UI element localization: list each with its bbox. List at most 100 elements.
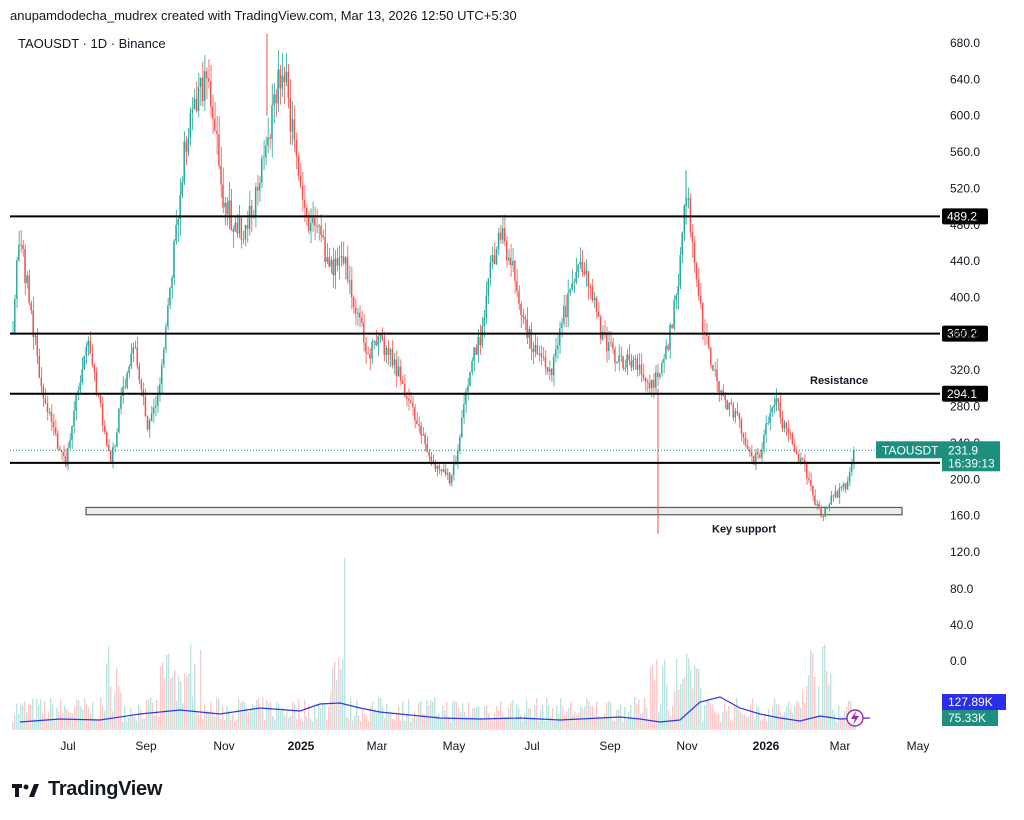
candle-body: [93, 365, 96, 373]
volume-bar: [206, 710, 208, 730]
volume-bar: [602, 718, 604, 730]
volume-bar: [144, 718, 146, 730]
candle-body: [195, 98, 198, 112]
candle-body: [546, 367, 549, 372]
candle-body: [499, 232, 502, 240]
volume-bar: [760, 720, 762, 730]
volume-bar: [844, 710, 846, 730]
candle-body: [165, 326, 167, 349]
candle-body: [305, 207, 308, 217]
candle-body: [716, 369, 718, 382]
volume-bar: [12, 721, 14, 730]
volume-bar: [300, 718, 302, 730]
candle-body: [69, 440, 71, 448]
symbol-info[interactable]: TAOUSDT · 1D · Binance: [18, 36, 166, 51]
volume-bar: [746, 717, 748, 730]
candle-body: [575, 272, 577, 282]
candle-body: [589, 286, 592, 288]
volume-bar: [76, 699, 78, 730]
volume-bar: [134, 716, 136, 730]
candle-body: [226, 202, 228, 215]
volume-bar: [148, 699, 150, 730]
price-tick-label: 160.0: [950, 509, 980, 523]
volume-bar: [194, 663, 196, 730]
volume-bar: [398, 706, 400, 730]
volume-bar: [524, 714, 526, 730]
candle-body: [446, 472, 449, 475]
volume-bar: [596, 700, 598, 730]
candle-body: [699, 295, 702, 304]
volume-bar: [564, 715, 566, 730]
volume-bar: [830, 673, 832, 730]
volume-bar: [736, 697, 738, 730]
candle-body: [830, 495, 832, 505]
candle-body: [538, 353, 541, 355]
candle-body: [748, 449, 751, 452]
candle-body: [242, 239, 245, 241]
volume-bar: [190, 644, 192, 730]
volume-bar: [690, 670, 692, 730]
candle-body: [238, 217, 240, 234]
candle-body: [632, 359, 634, 368]
volume-bar: [434, 697, 436, 730]
volume-bar: [506, 717, 508, 730]
volume-bar: [358, 715, 360, 730]
volume-bar: [718, 714, 720, 730]
candle-body: [232, 229, 234, 232]
volume-bar: [440, 717, 442, 730]
volume-bar: [820, 716, 822, 730]
volume-bar: [196, 712, 198, 730]
candle-body: [367, 352, 369, 355]
candle-body: [542, 356, 545, 358]
candle-body: [487, 278, 490, 296]
candle-body: [279, 69, 281, 89]
candle-body: [581, 261, 583, 273]
volume-tick-label: 0.0: [950, 654, 967, 668]
candle-body: [738, 413, 741, 420]
volume-bar: [48, 711, 50, 730]
volume-bar: [328, 706, 330, 730]
volume-bar: [288, 717, 290, 730]
candle-body: [534, 344, 536, 353]
candle-body: [34, 335, 36, 338]
volume-bar: [176, 700, 178, 730]
candle-body: [146, 416, 149, 430]
candle-body: [518, 291, 520, 304]
volume-bar: [120, 692, 122, 730]
candle-body: [693, 242, 696, 264]
candle-body: [763, 434, 765, 449]
volume-bar: [734, 705, 736, 730]
volume-bar: [724, 701, 726, 730]
chart-area[interactable]: 489.2360.2294.1218.0680.0640.0600.0560.0…: [0, 0, 1024, 770]
candle-body: [354, 307, 357, 314]
volume-bar: [534, 704, 536, 730]
volume-bar: [430, 700, 432, 730]
candle-body: [140, 380, 143, 390]
volume-bar: [570, 700, 572, 730]
volume-bar: [406, 714, 408, 730]
volume-bar: [548, 705, 550, 730]
volume-bar: [394, 720, 396, 730]
footer-brand[interactable]: TradingView: [12, 778, 162, 801]
candle-body: [187, 138, 189, 152]
candle-body: [793, 444, 796, 452]
price-chart[interactable]: 489.2360.2294.1218.0680.0640.0600.0560.0…: [0, 0, 1024, 770]
volume-bar: [648, 719, 650, 730]
candle-body: [669, 324, 671, 350]
volume-bar: [118, 685, 120, 730]
volume-bar: [274, 719, 276, 730]
candle-body: [420, 425, 422, 436]
volume-bar: [624, 706, 626, 730]
candle-body: [614, 348, 616, 363]
candle-body: [708, 336, 710, 349]
candle-body: [618, 355, 620, 362]
price-tick-label: 640.0: [950, 72, 980, 86]
candle-body: [838, 488, 841, 498]
volume-bar: [390, 712, 392, 730]
volume-bar: [362, 708, 364, 730]
volume-bar: [598, 716, 600, 730]
volume-bar: [770, 718, 772, 730]
candle-body: [138, 365, 140, 381]
candle-body: [620, 355, 622, 357]
volume-bar: [302, 721, 304, 730]
